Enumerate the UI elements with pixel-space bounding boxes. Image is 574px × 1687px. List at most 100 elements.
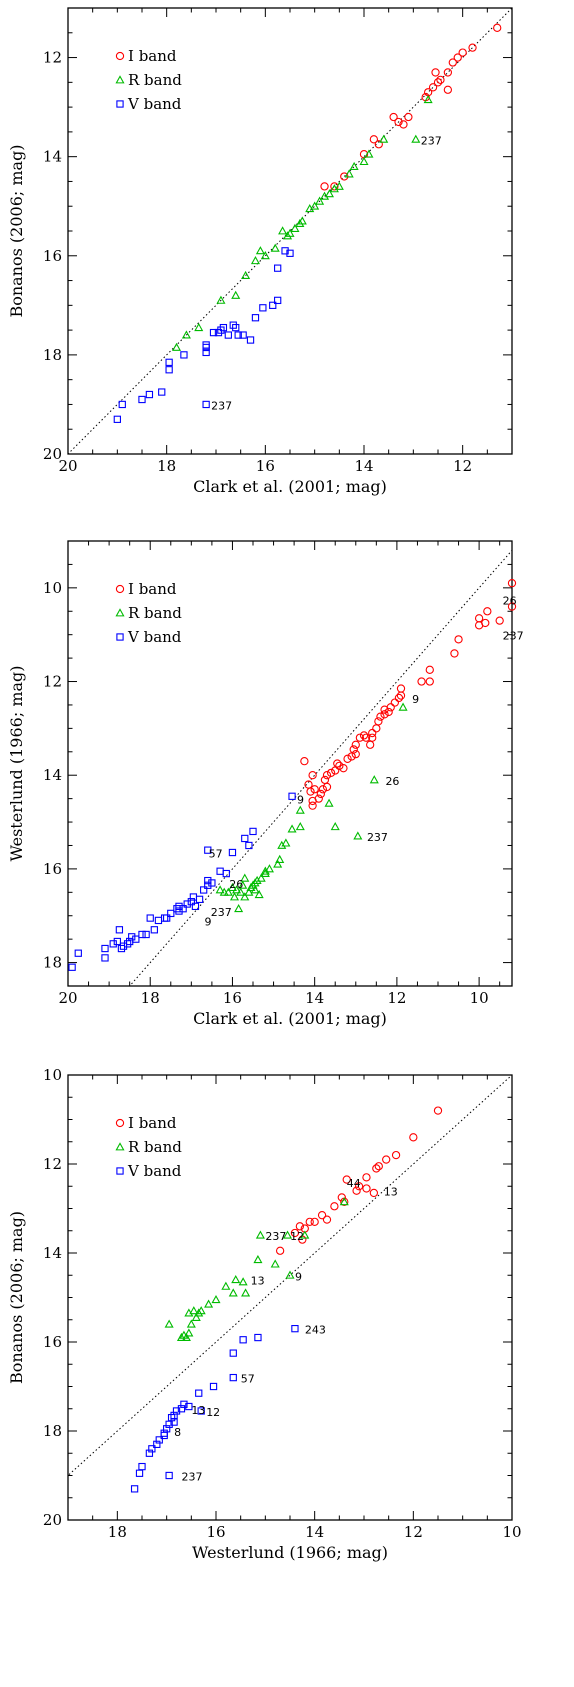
legend: I band R band V band bbox=[115, 1114, 182, 1180]
data-point bbox=[334, 181, 344, 190]
data-point bbox=[343, 754, 352, 763]
data-point bbox=[256, 873, 266, 882]
data-point bbox=[300, 757, 309, 766]
data-point bbox=[330, 822, 340, 831]
data-point bbox=[474, 621, 484, 630]
data-point bbox=[278, 226, 288, 235]
data-point bbox=[249, 827, 257, 836]
legend-label: R band bbox=[128, 1138, 182, 1156]
data-point bbox=[308, 801, 317, 810]
data-point bbox=[195, 1389, 203, 1397]
data-point bbox=[362, 1173, 371, 1182]
y-tick-label: 16 bbox=[43, 1333, 62, 1351]
y-axis-label: Bonanos (2006; mag) bbox=[7, 144, 26, 317]
data-point bbox=[204, 881, 212, 889]
data-point bbox=[163, 1425, 171, 1433]
data-point bbox=[229, 1349, 237, 1357]
data-point bbox=[251, 314, 260, 322]
series-r-band bbox=[215, 702, 408, 913]
data-point bbox=[186, 1319, 196, 1328]
data-point bbox=[191, 902, 200, 911]
data-point bbox=[259, 304, 267, 312]
legend-marker bbox=[115, 1142, 125, 1151]
data-point bbox=[396, 684, 406, 693]
legend-label: R band bbox=[128, 604, 182, 622]
legend-label: I band bbox=[128, 580, 177, 598]
data-point bbox=[145, 390, 154, 399]
point-annotation: 57 bbox=[209, 848, 223, 861]
data-point bbox=[295, 805, 305, 814]
data-point bbox=[331, 766, 340, 775]
data-point bbox=[138, 930, 146, 939]
data-point bbox=[179, 905, 187, 913]
series-i-band bbox=[320, 23, 502, 191]
point-annotation: 237 bbox=[421, 134, 442, 147]
data-point bbox=[216, 867, 224, 875]
data-point bbox=[238, 880, 248, 889]
data-point bbox=[399, 120, 408, 129]
x-tick-label: 14 bbox=[354, 457, 373, 475]
data-point bbox=[209, 1382, 218, 1391]
data-point bbox=[113, 415, 121, 423]
data-point bbox=[142, 930, 150, 939]
data-point bbox=[295, 1222, 305, 1231]
data-point bbox=[204, 846, 212, 854]
data-point bbox=[219, 323, 228, 332]
data-point bbox=[138, 1462, 146, 1471]
data-point bbox=[326, 768, 336, 778]
data-point bbox=[295, 822, 305, 831]
y-tick-label: 14 bbox=[43, 148, 62, 166]
data-point bbox=[270, 1259, 280, 1268]
series-i-band bbox=[275, 1106, 443, 1255]
data-point bbox=[180, 1400, 188, 1408]
data-point bbox=[260, 868, 270, 878]
data-point bbox=[361, 733, 371, 742]
data-point bbox=[211, 1294, 221, 1304]
data-point bbox=[165, 366, 173, 374]
series-v-band bbox=[113, 247, 294, 423]
y-tick-label: 16 bbox=[43, 247, 62, 265]
chart-panel-3: 18 16 14 12 10 10 12 14 16 18 20 Westerlund (1966; … bbox=[7, 1066, 522, 1562]
y-tick-label: 18 bbox=[43, 1422, 62, 1440]
point-annotation: 237 bbox=[265, 1230, 286, 1243]
data-point bbox=[398, 702, 408, 711]
x-tick-label: 20 bbox=[58, 989, 77, 1007]
data-point bbox=[118, 400, 126, 409]
y-tick-label: 20 bbox=[43, 1511, 62, 1529]
x-tick-label: 16 bbox=[256, 457, 275, 475]
data-point bbox=[352, 1186, 361, 1195]
point-annotation: 9 bbox=[205, 915, 212, 928]
point-annotation: 12 bbox=[206, 1406, 220, 1419]
data-point bbox=[450, 649, 459, 658]
data-point bbox=[376, 712, 385, 721]
point-annotation: 9 bbox=[295, 1270, 302, 1283]
data-point bbox=[425, 665, 434, 674]
y-tick-label: 14 bbox=[43, 1244, 62, 1262]
data-point bbox=[208, 879, 216, 887]
data-point bbox=[167, 909, 175, 918]
y-tick-label: 10 bbox=[43, 1066, 62, 1084]
data-point bbox=[391, 1150, 401, 1160]
data-point bbox=[315, 196, 325, 205]
data-point bbox=[101, 944, 109, 953]
data-point bbox=[128, 933, 136, 941]
data-point bbox=[244, 887, 254, 896]
data-point bbox=[200, 886, 208, 894]
data-point bbox=[317, 1211, 327, 1220]
point-annotation: 13 bbox=[251, 1275, 265, 1288]
data-point bbox=[379, 134, 389, 143]
data-point bbox=[468, 43, 477, 52]
data-point bbox=[209, 328, 218, 337]
data-point bbox=[372, 1164, 381, 1173]
data-point bbox=[366, 740, 375, 749]
x-tick-label: 18 bbox=[157, 457, 176, 475]
data-point bbox=[145, 1449, 154, 1457]
data-point bbox=[170, 1411, 178, 1420]
data-point bbox=[305, 203, 315, 213]
y-tick-label: 18 bbox=[43, 346, 62, 364]
data-point bbox=[155, 1436, 163, 1444]
data-point bbox=[109, 940, 117, 948]
legend-label: V band bbox=[127, 628, 182, 646]
data-point bbox=[163, 914, 171, 922]
data-point bbox=[409, 1133, 418, 1142]
